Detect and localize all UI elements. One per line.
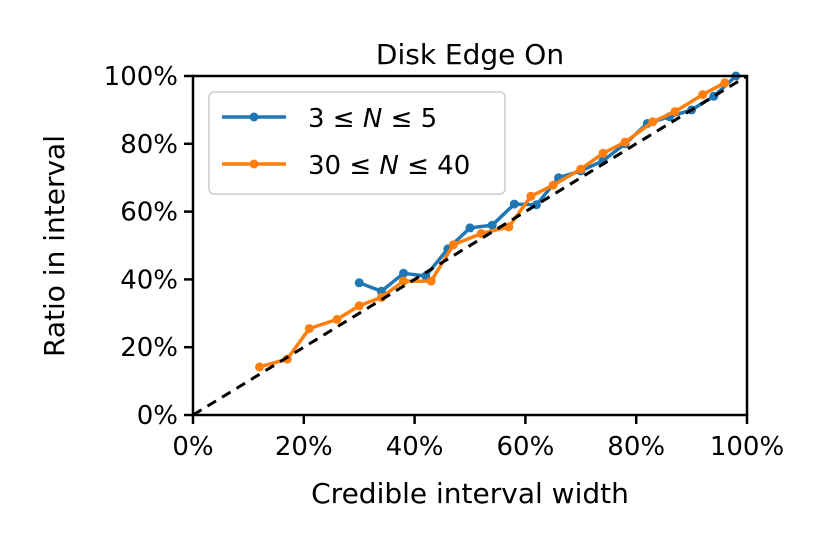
legend-label-series-1-var: N <box>363 104 382 134</box>
y-tick-label: 100% <box>104 62 178 92</box>
chart-title: Disk Edge On <box>376 38 564 71</box>
series-2-point <box>526 191 536 201</box>
axis-ticks: 0% 20% 40% 60% 80% 100% 0% 20% 40% 60% 80% 100% <box>104 62 785 462</box>
series-1-point <box>354 278 364 288</box>
series-2-point <box>670 107 680 117</box>
legend-marker-series-2 <box>249 159 259 169</box>
x-tick-label: 100% <box>710 432 784 462</box>
series-1-point <box>399 268 408 278</box>
legend-label-series-2-prefix: 30 ≤ <box>308 151 379 181</box>
y-axis-label: Ratio in interval <box>38 135 71 357</box>
legend-label-series-2-suffix: ≤ 40 <box>399 151 470 181</box>
series-2-point <box>698 90 708 100</box>
y-tick-label: 60% <box>120 198 178 228</box>
reference-diagonal-line <box>192 74 748 417</box>
series-1-point <box>487 220 497 230</box>
plot-area <box>192 71 748 417</box>
x-axis-label: Credible interval width <box>311 477 629 510</box>
legend-label-series-1-prefix: 3 ≤ <box>308 104 363 134</box>
series-2-point <box>720 78 730 88</box>
x-tick-label: 0% <box>172 432 213 462</box>
series-2-point <box>332 314 342 324</box>
x-tick-label: 60% <box>497 432 555 462</box>
y-tick-label: 80% <box>120 130 178 160</box>
series-1-point <box>509 199 519 209</box>
x-tick-label: 20% <box>275 432 333 462</box>
series-2-point <box>426 276 436 286</box>
legend-label-series-1-suffix: ≤ 5 <box>382 104 437 134</box>
y-tick-label: 40% <box>120 265 178 295</box>
series-2-point <box>598 148 608 158</box>
series-1-point <box>465 223 475 233</box>
plot-frame <box>191 74 749 417</box>
series-2-point <box>620 137 630 147</box>
legend-marker-series-1 <box>249 112 259 122</box>
series-2-point <box>304 324 314 334</box>
y-tick-label: 0% <box>137 401 178 431</box>
legend-label-series-2: 30 ≤ N ≤ 40 <box>308 151 470 181</box>
legend: 3 ≤ N ≤ 5 30 ≤ N ≤ 40 <box>208 91 506 195</box>
series-2-point <box>255 362 264 372</box>
y-tick-label: 20% <box>120 333 178 363</box>
series-2-point <box>548 180 558 190</box>
series-2-point <box>448 240 458 250</box>
x-tick-label: 80% <box>607 432 665 462</box>
legend-label-series-2-var: N <box>379 151 398 181</box>
series-2-point <box>648 117 658 127</box>
legend-label-series-1: 3 ≤ N ≤ 5 <box>308 104 437 134</box>
series-2-point <box>399 276 408 286</box>
series-2-point <box>576 164 586 174</box>
series-2-point <box>354 301 364 311</box>
x-tick-label: 40% <box>386 432 444 462</box>
